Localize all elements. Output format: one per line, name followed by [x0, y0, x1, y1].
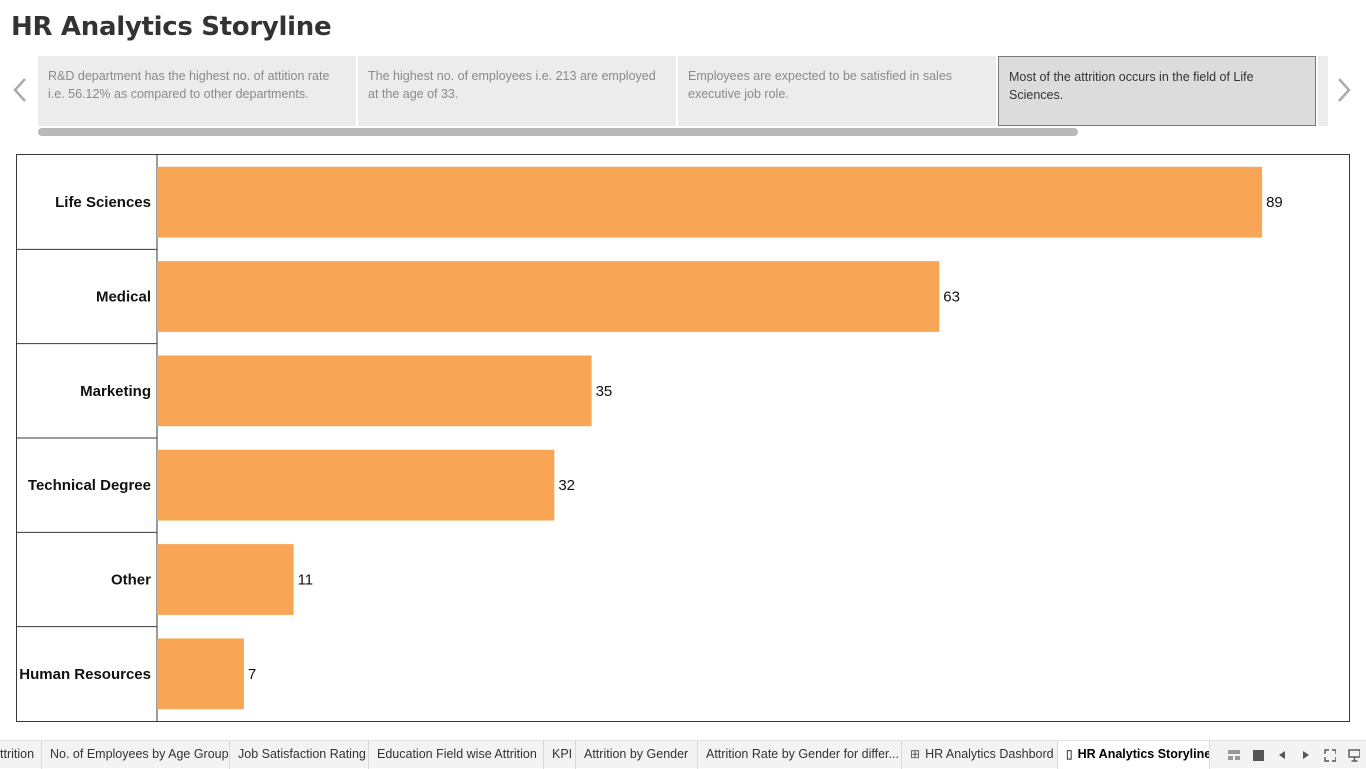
sheet-tab-bar: ▯ HR Analytics Storyline ⊞ HR Analytics Das…: [0, 740, 1366, 769]
bar[interactable]: [157, 449, 555, 521]
bar[interactable]: [157, 638, 244, 710]
sheet-tab[interactable]: KPI: [544, 741, 576, 769]
sheet-tab-label: Attrition by Gender: [584, 747, 689, 761]
bar[interactable]: [157, 166, 1263, 238]
story-point-text: The highest no. of employees i.e. 213 ar…: [368, 69, 656, 101]
story-point-next-peek: [1318, 56, 1328, 126]
story-point-3[interactable]: Employees are expected to be satisfied i…: [678, 56, 996, 126]
story-point-4[interactable]: Most of the attrition occurs in the fiel…: [998, 56, 1316, 126]
bar[interactable]: [157, 544, 294, 615]
story-icon: ▯: [1066, 747, 1073, 761]
sheet-tab[interactable]: Job Satisfaction Rating: [230, 741, 369, 769]
story-point-2[interactable]: The highest no. of employees i.e. 213 ar…: [358, 56, 676, 126]
bar[interactable]: [157, 355, 592, 427]
data-label: 11: [298, 572, 314, 589]
category-label: Marketing: [80, 383, 151, 400]
sheet-tab[interactable]: ⊞ HR Analytics Dashbord: [902, 741, 1058, 769]
sheet-tab[interactable]: Education Field wise Attrition: [369, 741, 544, 769]
story-point-1[interactable]: R&D department has the highest no. of at…: [38, 56, 356, 126]
presentation-mode-icon[interactable]: [1348, 748, 1360, 762]
next-sheet-icon[interactable]: [1300, 749, 1312, 761]
sheet-tab-label: Attrition Rate by Gender for differ...: [706, 747, 899, 761]
sheet-tab[interactable]: No. of Employees by Age Group: [42, 741, 230, 769]
story-point-text: Employees are expected to be satisfied i…: [688, 69, 953, 101]
sheet-tab[interactable]: Attrition by Gender: [576, 741, 698, 769]
data-label: 35: [596, 383, 613, 400]
fullscreen-icon[interactable]: [1324, 748, 1336, 762]
story-prev-button[interactable]: [9, 76, 31, 104]
sheet-tab[interactable]: ▯ HR Analytics Storyline: [1058, 741, 1210, 769]
category-label: Human Resources: [19, 666, 151, 683]
show-filmstrip-icon[interactable]: [1228, 749, 1240, 761]
sheet-tab-label: HR Analytics Storyline: [1077, 747, 1210, 761]
show-tabs-icon[interactable]: [1252, 749, 1264, 761]
sheet-tab-label: Job Satisfaction Rating: [238, 747, 366, 761]
category-label: Other: [111, 572, 151, 589]
data-label: 63: [943, 289, 960, 306]
data-label: 32: [558, 477, 575, 494]
sheet-tab-label: HR Analytics Dashbord: [925, 747, 1054, 761]
story-point-text: R&D department has the highest no. of at…: [48, 69, 330, 101]
chart-svg: Life Sciences 89 Medical 63 Marketing 35 Techn…: [17, 155, 1283, 721]
story-point-text: Most of the attrition occurs in the fiel…: [1009, 70, 1254, 102]
sheet-tab[interactable]: Attrition Rate by Gender for differ...: [698, 741, 902, 769]
bar[interactable]: [157, 261, 940, 332]
sheet-tab-label: ttrition: [0, 747, 35, 761]
story-next-button[interactable]: [1333, 76, 1355, 104]
dashboard-icon: ⊞: [910, 747, 921, 761]
chevron-left-icon: [13, 78, 26, 102]
category-label: Medical: [96, 289, 151, 306]
sheet-tab[interactable]: ttrition: [0, 741, 42, 769]
data-label: 89: [1266, 194, 1283, 211]
tab-controls: [1228, 741, 1360, 769]
prev-sheet-icon[interactable]: [1276, 749, 1288, 761]
story-points: R&D department has the highest no. of at…: [38, 56, 1328, 126]
bar-chart: Life Sciences 89 Medical 63 Marketing 35 Techn…: [16, 154, 1350, 722]
sheet-tab-label: No. of Employees by Age Group: [50, 747, 229, 761]
sheet-tab-label: KPI: [552, 747, 573, 761]
story-scrollbar[interactable]: [38, 128, 1078, 136]
category-label: Technical Degree: [28, 477, 151, 494]
data-label: 7: [248, 666, 256, 683]
category-label: Life Sciences: [55, 194, 151, 211]
page-title: HR Analytics Storyline: [11, 12, 332, 42]
sheet-tab-label: Education Field wise Attrition: [377, 747, 537, 761]
chevron-right-icon: [1338, 78, 1351, 102]
